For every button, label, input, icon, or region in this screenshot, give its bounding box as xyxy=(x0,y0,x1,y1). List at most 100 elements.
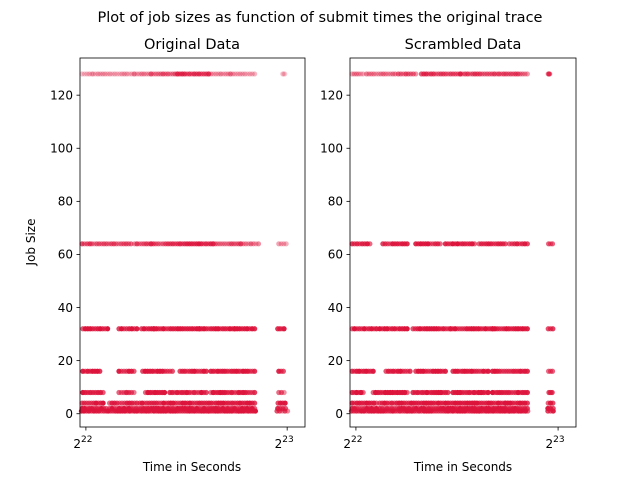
data-point xyxy=(373,71,379,77)
y-tick-label: 20 xyxy=(58,354,73,368)
data-point xyxy=(387,71,394,77)
data-point xyxy=(238,241,244,247)
data-point xyxy=(549,241,556,247)
data-point xyxy=(360,71,366,77)
data-point xyxy=(404,389,410,396)
x-tick-base: 2 xyxy=(73,437,81,451)
data-point xyxy=(522,71,528,77)
data-point xyxy=(380,71,386,77)
data-point xyxy=(206,71,212,77)
data-point xyxy=(520,71,526,77)
data-point xyxy=(100,71,106,77)
y-tick-label: 60 xyxy=(58,248,73,262)
left-x-ticks: 222 223 xyxy=(73,427,294,451)
data-point xyxy=(213,71,219,77)
data-point xyxy=(524,389,530,396)
data-point xyxy=(363,71,370,77)
data-point xyxy=(282,400,288,406)
data-point xyxy=(139,71,145,77)
data-point xyxy=(134,71,140,77)
x-tick-base: 2 xyxy=(343,437,351,451)
data-point xyxy=(131,368,137,374)
x-tick-exponent: 22 xyxy=(81,435,92,445)
data-point xyxy=(243,241,249,247)
y-tick-label: 40 xyxy=(58,301,73,315)
data-point xyxy=(471,241,478,247)
data-point xyxy=(109,71,115,77)
data-point xyxy=(278,241,284,247)
data-point xyxy=(378,71,384,77)
y-tick-label: 100 xyxy=(50,142,73,156)
data-point xyxy=(102,71,108,77)
data-point xyxy=(282,71,288,77)
data-point xyxy=(219,241,225,247)
data-point xyxy=(524,241,530,247)
right-x-ticks: 222 223 xyxy=(343,427,565,451)
x-tick-base: 2 xyxy=(546,437,554,451)
data-point xyxy=(358,71,364,77)
data-point xyxy=(86,71,92,77)
data-point xyxy=(280,71,286,77)
left-panel-title: Original Data xyxy=(144,37,240,53)
data-point xyxy=(128,71,135,77)
y-tick-label: 120 xyxy=(50,88,73,102)
data-point xyxy=(210,71,217,77)
data-point xyxy=(253,241,259,247)
data-point xyxy=(370,368,376,374)
data-point xyxy=(277,408,283,414)
data-point xyxy=(208,71,214,77)
data-point xyxy=(398,71,404,77)
data-point xyxy=(502,241,508,247)
data-point xyxy=(113,241,119,247)
y-tick-label: 100 xyxy=(320,142,343,156)
data-point xyxy=(351,71,357,77)
y-tick-label: 120 xyxy=(320,88,343,102)
data-point xyxy=(491,71,498,77)
x-tick-exponent: 22 xyxy=(351,435,362,445)
data-point xyxy=(240,241,246,247)
data-point xyxy=(496,71,502,77)
data-point xyxy=(404,326,410,332)
data-point xyxy=(104,71,111,77)
data-point xyxy=(281,71,287,77)
data-point xyxy=(524,71,530,77)
data-point xyxy=(136,71,142,77)
data-point xyxy=(437,241,443,247)
data-point xyxy=(222,241,228,247)
data-point xyxy=(119,71,125,77)
data-point xyxy=(349,71,355,77)
data-point xyxy=(97,71,103,77)
data-point xyxy=(203,389,209,396)
data-point xyxy=(134,241,140,247)
data-point xyxy=(124,71,130,77)
data-point xyxy=(465,71,471,77)
data-point xyxy=(84,71,90,77)
data-point xyxy=(235,71,241,77)
data-point xyxy=(89,71,95,77)
data-point xyxy=(169,368,176,374)
y-tick-label: 0 xyxy=(65,407,73,421)
data-point xyxy=(100,400,106,406)
data-point xyxy=(356,71,362,77)
data-point xyxy=(371,71,377,77)
data-point xyxy=(242,71,248,77)
data-point xyxy=(232,71,238,77)
data-point xyxy=(281,326,287,332)
data-point xyxy=(141,71,147,77)
data-point xyxy=(525,408,531,414)
x-tick-base: 2 xyxy=(275,437,283,451)
data-point xyxy=(252,400,258,406)
data-point xyxy=(360,389,366,396)
x-tick-label: 223 xyxy=(546,435,565,451)
y-tick-label: 0 xyxy=(335,407,343,421)
data-point xyxy=(81,71,88,77)
data-point xyxy=(255,241,262,247)
data-point xyxy=(220,71,226,77)
data-point xyxy=(97,368,103,374)
data-point xyxy=(353,71,360,77)
data-point xyxy=(524,326,530,332)
data-point xyxy=(146,71,152,77)
data-point xyxy=(278,389,285,396)
